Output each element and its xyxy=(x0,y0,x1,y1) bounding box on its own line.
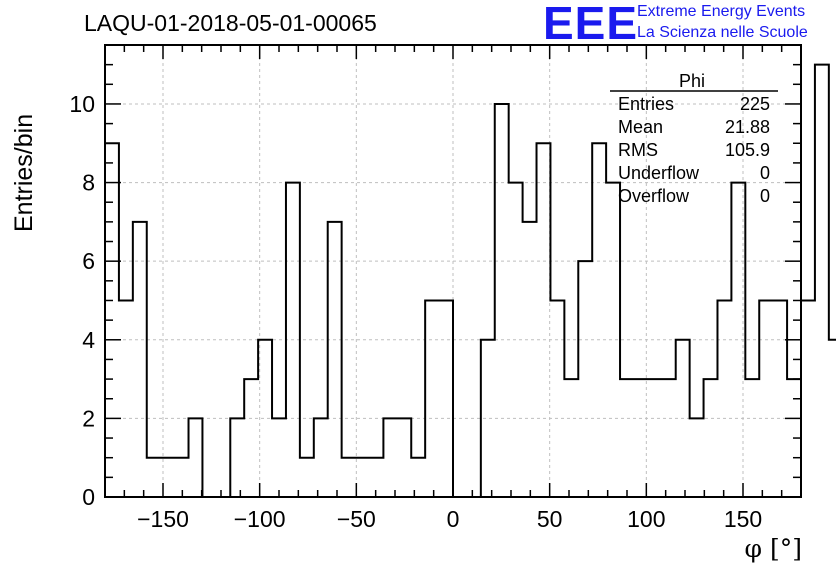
y-tick-label: 10 xyxy=(69,91,95,117)
histogram-bin xyxy=(397,418,411,497)
stats-label: Mean xyxy=(618,117,664,137)
histogram-bin xyxy=(230,418,244,497)
x-tick-label: 50 xyxy=(537,506,563,532)
stats-row-entries: Entries 225 xyxy=(618,94,770,115)
histogram-bin xyxy=(690,418,704,497)
x-tick-label: 150 xyxy=(724,506,762,532)
histogram-bin xyxy=(662,379,676,497)
stats-row-mean: Mean 21.88 xyxy=(618,117,770,138)
histogram-bin xyxy=(578,261,592,497)
histogram-bin xyxy=(523,222,537,497)
stats-box-title: Phi xyxy=(679,71,706,91)
histogram-bin xyxy=(759,300,773,497)
histogram-bin xyxy=(189,418,203,497)
histogram-bin xyxy=(425,300,439,497)
x-tick-label: −100 xyxy=(234,506,286,532)
stats-value: 225 xyxy=(739,94,770,114)
histogram-bin xyxy=(550,300,564,497)
y-tick-label: 8 xyxy=(82,170,95,196)
logo-subtitle-line1: Extreme Energy Events xyxy=(637,3,806,20)
histogram-bin xyxy=(328,222,342,497)
stats-value: 105.9 xyxy=(724,140,770,160)
histogram-bin xyxy=(133,222,147,497)
histogram-bin xyxy=(244,379,258,497)
y-axis-ticks: 0 2 4 6 8 10 xyxy=(69,44,801,510)
stats-label: Entries xyxy=(618,94,675,114)
histogram-bin xyxy=(704,379,718,497)
y-tick-label: 4 xyxy=(82,327,95,353)
x-axis-label: φ [°] xyxy=(744,534,802,563)
histogram-bin xyxy=(439,300,453,497)
stats-label: RMS xyxy=(618,140,658,160)
y-axis-label: Entries/bin xyxy=(10,113,38,232)
histogram-bin xyxy=(356,458,370,497)
histogram-bin xyxy=(745,379,759,497)
logo-subtitle-line2: La Scienza nelle Scuole xyxy=(637,24,808,41)
stats-label: Overflow xyxy=(618,186,690,206)
histogram-bin xyxy=(648,379,662,497)
y-tick-label: 0 xyxy=(82,484,95,510)
histogram-bin xyxy=(592,143,606,497)
eee-logo: EEE xyxy=(543,0,639,49)
histogram-bin xyxy=(175,458,189,497)
x-tick-label: 0 xyxy=(447,506,460,532)
histogram-bin xyxy=(815,65,829,497)
stats-row-rms: RMS 105.9 xyxy=(618,140,770,161)
histogram-bin xyxy=(537,143,551,497)
x-tick-label: −50 xyxy=(337,506,376,532)
y-tick-label: 2 xyxy=(82,405,95,431)
stats-row-underflow: Underflow 0 xyxy=(618,163,770,184)
stats-label: Underflow xyxy=(618,163,700,183)
y-tick-label: 6 xyxy=(82,248,95,274)
histogram-bin xyxy=(383,418,397,497)
chart-title: LAQU-01-2018-05-01-00065 xyxy=(84,10,377,36)
histogram-bin xyxy=(147,458,161,497)
histogram-bin xyxy=(801,300,815,497)
x-tick-label: 100 xyxy=(627,506,665,532)
stats-value: 0 xyxy=(759,186,770,206)
histogram-bin xyxy=(369,458,383,497)
histogram-bin xyxy=(272,418,286,497)
x-axis-ticks: −150 −100 −50 0 50 100 150 xyxy=(104,45,802,532)
stats-value: 0 xyxy=(759,163,770,183)
histogram-bin xyxy=(773,300,787,497)
histogram-bin xyxy=(620,379,634,497)
histogram-bin xyxy=(564,379,578,497)
histogram-bin xyxy=(119,300,133,497)
histogram-bin xyxy=(342,458,356,497)
histogram-bin xyxy=(300,458,314,497)
stats-row-overflow: Overflow 0 xyxy=(618,186,770,207)
x-tick-label: −150 xyxy=(137,506,189,532)
histogram-bin xyxy=(411,458,425,497)
histogram-bin xyxy=(314,418,328,497)
histogram-bin xyxy=(495,104,509,497)
stats-value: 21.88 xyxy=(724,117,770,137)
histogram-bin xyxy=(829,340,836,497)
histogram-bin xyxy=(481,340,495,497)
histogram-outline xyxy=(105,63,836,498)
histogram-bin xyxy=(634,379,648,497)
histogram-bin xyxy=(717,300,731,497)
